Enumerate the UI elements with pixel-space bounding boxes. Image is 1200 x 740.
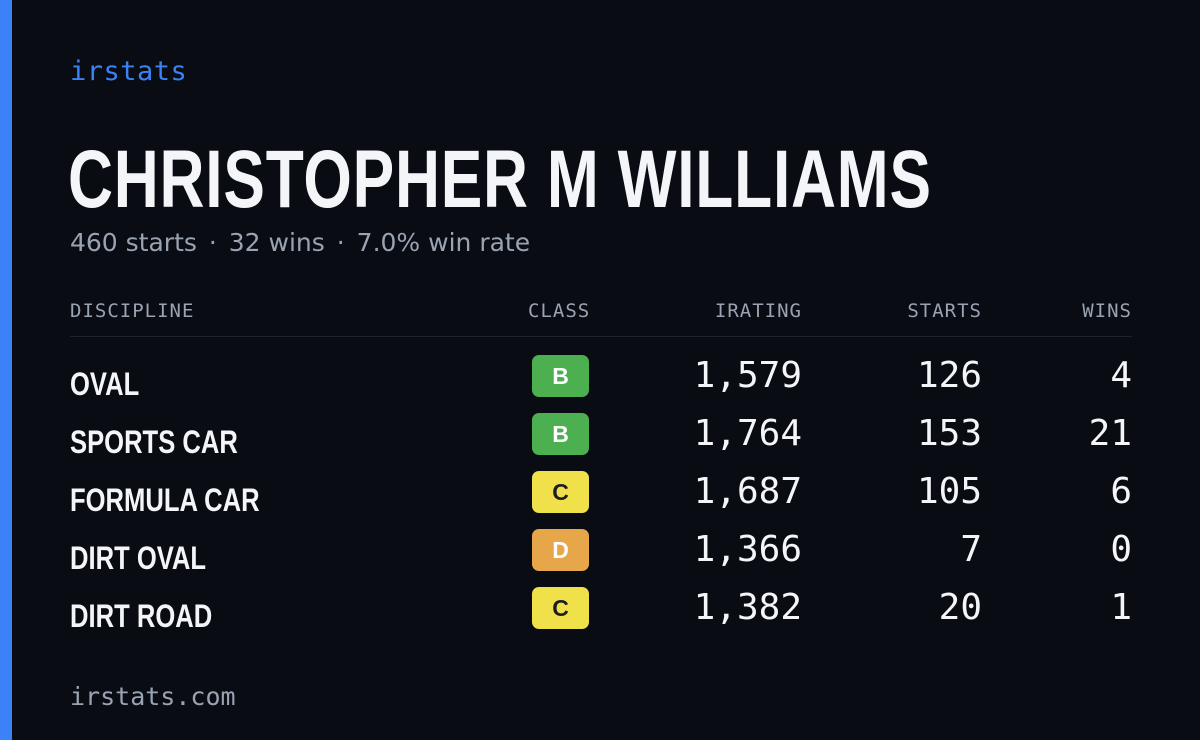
table-body: OVAL B 1,579 126 4 SPORTS CAR B 1,764 15…	[70, 353, 1132, 643]
wins-value: 6	[1110, 471, 1132, 512]
discipline-name: FORMULA CAR	[70, 482, 260, 518]
starts-summary: 460 starts	[70, 228, 197, 257]
starts-value: 126	[916, 355, 982, 396]
table-row: OVAL B 1,579 126 4	[70, 353, 1132, 411]
player-name: CHRISTOPHER M WILLIAMS	[68, 134, 932, 225]
discipline-name: OVAL	[70, 366, 140, 402]
wins-value: 21	[1088, 413, 1132, 454]
header-wins: WINS	[1082, 300, 1132, 322]
header-discipline: DISCIPLINE	[70, 300, 195, 322]
table-row: DIRT ROAD C 1,382 20 1	[70, 585, 1132, 643]
brand-logo-text: irstats	[70, 56, 188, 87]
summary-separator: ·	[336, 228, 345, 257]
starts-value: 7	[960, 529, 982, 570]
irating-value: 1,764	[693, 413, 802, 454]
discipline-name: DIRT ROAD	[70, 598, 213, 634]
discipline-name: SPORTS CAR	[70, 424, 238, 460]
wins-value: 1	[1110, 587, 1132, 628]
starts-value: 105	[916, 471, 982, 512]
wins-value: 4	[1110, 355, 1132, 396]
irating-value: 1,382	[693, 587, 802, 628]
discipline-stats-table: DISCIPLINE CLASS IRATING STARTS WINS OVA…	[70, 296, 1132, 643]
class-badge: C	[532, 587, 589, 629]
irating-value: 1,366	[693, 529, 802, 570]
win-rate-summary: 7.0% win rate	[356, 228, 531, 257]
player-summary: 460 starts · 32 wins · 7.0% win rate	[70, 228, 530, 257]
table-row: SPORTS CAR B 1,764 153 21	[70, 411, 1132, 469]
irating-value: 1,687	[693, 471, 802, 512]
accent-bar	[0, 0, 12, 740]
class-badge: B	[532, 355, 589, 397]
class-badge: C	[532, 471, 589, 513]
table-row: FORMULA CAR C 1,687 105 6	[70, 469, 1132, 527]
class-badge: B	[532, 413, 589, 455]
starts-value: 20	[938, 587, 982, 628]
header-starts: STARTS	[907, 300, 982, 322]
wins-value: 0	[1110, 529, 1132, 570]
class-badge: D	[532, 529, 589, 571]
table-row: DIRT OVAL D 1,366 7 0	[70, 527, 1132, 585]
starts-value: 153	[916, 413, 982, 454]
footer-site-url: irstats.com	[70, 682, 236, 711]
wins-summary: 32 wins	[228, 228, 325, 257]
discipline-name: DIRT OVAL	[70, 540, 207, 576]
header-irating: IRATING	[714, 300, 802, 322]
table-header: DISCIPLINE CLASS IRATING STARTS WINS	[70, 296, 1132, 337]
header-class: CLASS	[528, 300, 591, 322]
summary-separator: ·	[208, 228, 217, 257]
irating-value: 1,579	[693, 355, 802, 396]
